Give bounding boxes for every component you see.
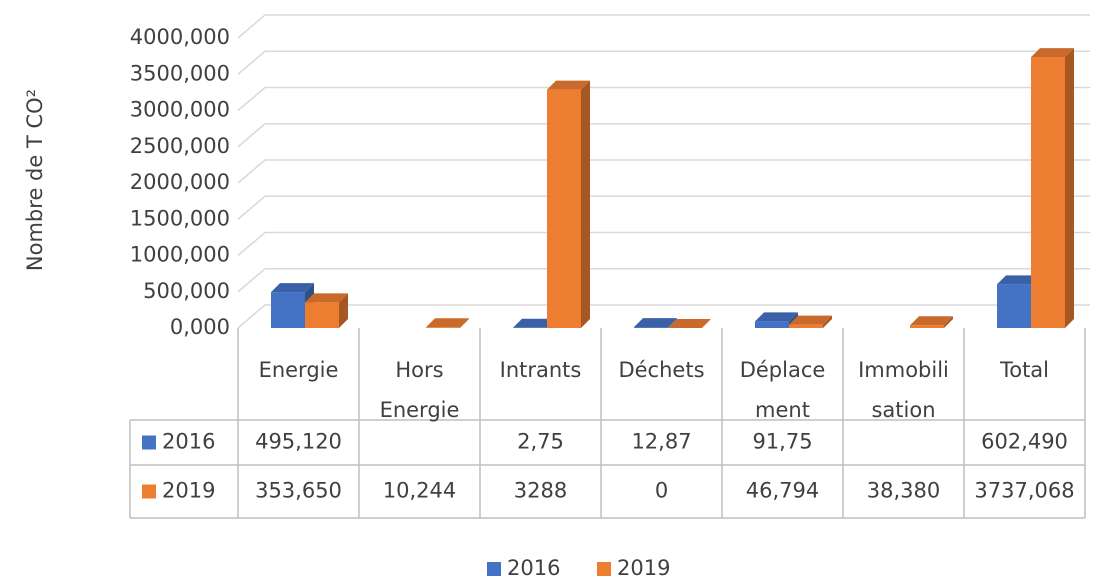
y-tick-label: 1500,000 [130,206,230,230]
row-label: 2019 [162,479,215,503]
data-table-value: 91,75 [752,430,812,454]
data-table-value: 0 [655,479,668,503]
data-table-value: 3737,068 [974,479,1074,503]
bar [634,318,677,328]
bar [305,293,348,328]
legend-key [597,562,611,576]
y-tick-label: 4000,000 [130,25,230,49]
legend-key [142,435,156,450]
bar-front [305,302,339,328]
bar-side [823,315,832,328]
bar-top [634,318,677,328]
bar-side [460,318,469,328]
y-tick-label: 1000,000 [130,243,230,267]
bar-top [997,275,1040,285]
data-table-value: 38,380 [867,479,940,503]
legend-key [142,484,156,499]
legend-key [487,562,501,576]
y-tick-label: 2000,000 [130,170,230,194]
bar-top [910,316,953,326]
grid-line [237,14,1090,39]
bar-front [547,89,581,329]
bar [1031,48,1074,329]
bar-top [426,318,469,328]
bar [910,316,953,328]
grid-line [237,195,1090,220]
bar-top [305,293,348,303]
grid-line [237,50,1090,75]
bar-front [755,321,789,328]
data-table-value: 46,794 [746,479,819,503]
y-tick-label: 3500,000 [130,61,230,85]
category-label: Energie [258,358,339,382]
y-tick-label: 0,000 [170,315,230,339]
data-table-value: 495,120 [255,430,342,454]
bar-top [755,312,798,322]
bar-side [581,80,590,329]
category-label: Total [999,358,1050,382]
bar-top [513,318,556,328]
data-table-value: 353,650 [255,479,342,503]
bar-side [668,318,677,328]
bar-front [910,325,944,328]
bar [668,319,711,328]
bar-top [271,283,314,293]
bar-front [997,284,1031,328]
legend-label: 2016 [507,556,560,580]
grid-line [237,86,1090,112]
bar-side [339,293,348,328]
grid-line [237,159,1090,184]
data-table-value: 602,490 [981,430,1068,454]
bar [547,80,590,329]
bar-front [789,324,823,328]
y-tick-label: 500,000 [143,279,230,303]
category-label: Intrants [499,358,582,382]
bar-front [634,327,668,328]
bar-front [426,327,460,328]
row-label: 2016 [162,430,215,454]
bar-top [547,80,590,90]
category-label: Déchets [618,358,705,382]
data-table-value: 12,87 [631,430,691,454]
data-table-value: 3288 [514,479,567,503]
bar-side [944,316,953,328]
y-axis-label: Nombre de T CO² [23,89,47,271]
category-label: Immobilisation [858,358,949,422]
grid-line [237,304,1090,329]
bar [426,318,469,328]
bar-top [789,315,832,325]
bar-front [271,292,305,328]
bar-top [1031,48,1074,58]
data-table-value: 10,244 [383,479,456,503]
bar-front [1031,57,1065,329]
bar-side [1065,48,1074,329]
y-tick-label: 3000,000 [130,98,230,122]
category-label: Déplacement [739,358,826,422]
category-label: Hors Energie [379,358,460,422]
grid-line [237,123,1090,148]
grid-line [237,268,1090,293]
bar [789,315,832,328]
y-tick-label: 2500,000 [130,134,230,158]
legend-label: 2019 [617,556,670,580]
data-table-value: 2,75 [517,430,564,454]
bar-top [668,319,711,328]
grid-line [237,231,1090,257]
